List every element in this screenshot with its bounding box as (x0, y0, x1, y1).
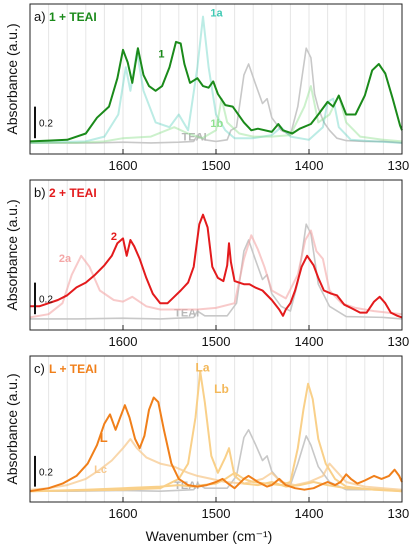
series-label-1a: 1a (210, 8, 223, 20)
x-tick-label: 1300 (388, 158, 409, 173)
x-axis-title: Wavenumber (cm⁻¹) (146, 528, 273, 544)
series-label-lb: Lb (214, 382, 229, 396)
series-line-teai (30, 429, 403, 492)
series-label-1: 1 (158, 49, 164, 61)
series-line-1 (29, 40, 403, 143)
series-label-2: 2 (111, 231, 117, 243)
x-tick-label: 1300 (388, 506, 409, 521)
panel-letter: c) (34, 361, 45, 376)
series-line-teai (30, 223, 403, 320)
x-tick-label: 1400 (295, 506, 324, 521)
series-line-1a (29, 15, 403, 144)
y-axis-title: Absorbance (a.u.) (4, 373, 20, 484)
x-tick-label: 1600 (109, 158, 138, 173)
x-tick-label: 1500 (202, 506, 231, 521)
series-label-teai: TEAI (174, 308, 199, 320)
series-line-l (29, 396, 403, 493)
y-axis-title: Absorbance (a.u.) (4, 199, 20, 310)
series-line-lc (29, 438, 403, 491)
series-line-teai (30, 47, 403, 144)
series-label-la: La (196, 360, 210, 374)
x-tick-label: 1600 (109, 334, 138, 349)
x-tick-label: 1500 (202, 158, 231, 173)
x-tick-label: 1600 (109, 506, 138, 521)
panel-title: 2 + TEAI (49, 186, 97, 200)
series-label-lc: Lc (94, 464, 107, 476)
series-line-lb (29, 382, 403, 493)
panel-letter: b) (34, 185, 46, 200)
series-line-la (29, 370, 403, 493)
panel-a: TEAI 1a 1b 1 1600 1500 1400 1300 a)1 + TEAI Absor… (4, 3, 409, 173)
series-line-2 (30, 213, 403, 319)
scale-bar-label: 0.2 (39, 294, 53, 305)
panel-c: TEAILcLaLbL1600150014001300c)L + TEAIAbs… (4, 355, 409, 521)
y-axis-title: Absorbance (a.u.) (4, 23, 20, 134)
series-label-1b: 1b (210, 118, 223, 130)
series-label-l: L (100, 430, 108, 445)
x-tick-label: 1500 (202, 334, 231, 349)
series-line-2a (29, 229, 403, 319)
scale-bar-label: 0.2 (39, 467, 53, 478)
panel-b: TEAI 2a 2 1600 1500 1400 1300 b)2 + TEAI Absorba… (4, 179, 409, 349)
x-tick-label: 1400 (295, 334, 324, 349)
x-tick-label: 1400 (295, 158, 324, 173)
panel-title: 1 + TEAI (49, 10, 97, 24)
scale-bar-label: 0.2 (39, 118, 53, 129)
panel-title: L + TEAI (49, 362, 97, 376)
series-label-teai: TEAI (182, 132, 207, 144)
panel-letter: a) (34, 9, 46, 24)
series-label-2a: 2a (59, 253, 72, 265)
x-tick-label: 1300 (388, 334, 409, 349)
